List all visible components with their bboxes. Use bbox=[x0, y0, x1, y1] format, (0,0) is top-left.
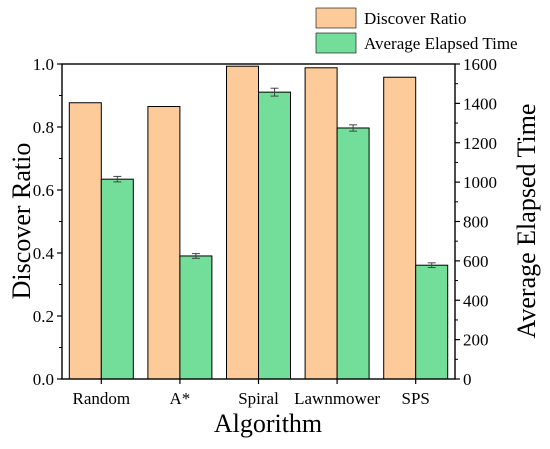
legend-label: Average Elapsed Time bbox=[364, 34, 518, 53]
legend-swatch bbox=[315, 32, 357, 54]
bar-average-elapsed-time bbox=[258, 91, 291, 380]
bar-discover-ratio bbox=[147, 106, 181, 380]
x-tick-label: SPS bbox=[402, 389, 430, 408]
y-tick-label-right: 1000 bbox=[463, 173, 497, 192]
y-tick-label-left: 0.2 bbox=[33, 307, 54, 326]
legend-swatch bbox=[315, 7, 357, 29]
x-tick-label: A* bbox=[170, 389, 191, 408]
axes: Random A* Spiral Lawnmower SPS 0.0 0.2 0.4 0.6 0.… bbox=[33, 55, 497, 408]
y-axis-title-left: Discover Ratio bbox=[7, 143, 36, 300]
x-tick-label: Spiral bbox=[238, 389, 279, 408]
bar-average-elapsed-time bbox=[100, 178, 134, 380]
bar-average-elapsed-time bbox=[179, 255, 213, 380]
x-axis-title: Algorithm bbox=[214, 409, 322, 438]
bar-discover-ratio bbox=[68, 102, 102, 380]
y-tick-label-right: 1400 bbox=[463, 94, 497, 113]
y-axis-title-right: Average Elapsed Time bbox=[512, 104, 541, 339]
y-tick-label-right: 1600 bbox=[463, 55, 497, 74]
bar-average-elapsed-time bbox=[415, 264, 449, 380]
bar-discover-ratio bbox=[304, 67, 338, 380]
x-tick-label: Lawnmower bbox=[294, 389, 380, 408]
y-tick-label-right: 600 bbox=[463, 252, 489, 271]
y-tick-label-right: 1200 bbox=[463, 134, 497, 153]
legend-label: Discover Ratio bbox=[364, 9, 466, 28]
y-tick-label-right: 800 bbox=[463, 213, 489, 232]
y-tick-label-left: 0.8 bbox=[33, 118, 54, 137]
y-tick-label-left: 1.0 bbox=[33, 55, 54, 74]
bars bbox=[68, 65, 449, 380]
bar-discover-ratio bbox=[226, 65, 259, 380]
bar-discover-ratio bbox=[383, 76, 417, 380]
error-bars bbox=[113, 87, 436, 269]
bar-average-elapsed-time bbox=[336, 127, 370, 380]
y-tick-label-right: 200 bbox=[463, 331, 489, 350]
y-tick-label-right: 400 bbox=[463, 291, 489, 310]
x-tick-label: Random bbox=[72, 389, 130, 408]
y-tick-label-left: 0.0 bbox=[33, 370, 54, 389]
legend: Discover Ratio Average Elapsed Time bbox=[315, 7, 518, 54]
y-tick-label-left: 0.4 bbox=[33, 244, 55, 263]
y-tick-label-left: 0.6 bbox=[33, 181, 54, 200]
y-tick-label-right: 0 bbox=[463, 370, 472, 389]
